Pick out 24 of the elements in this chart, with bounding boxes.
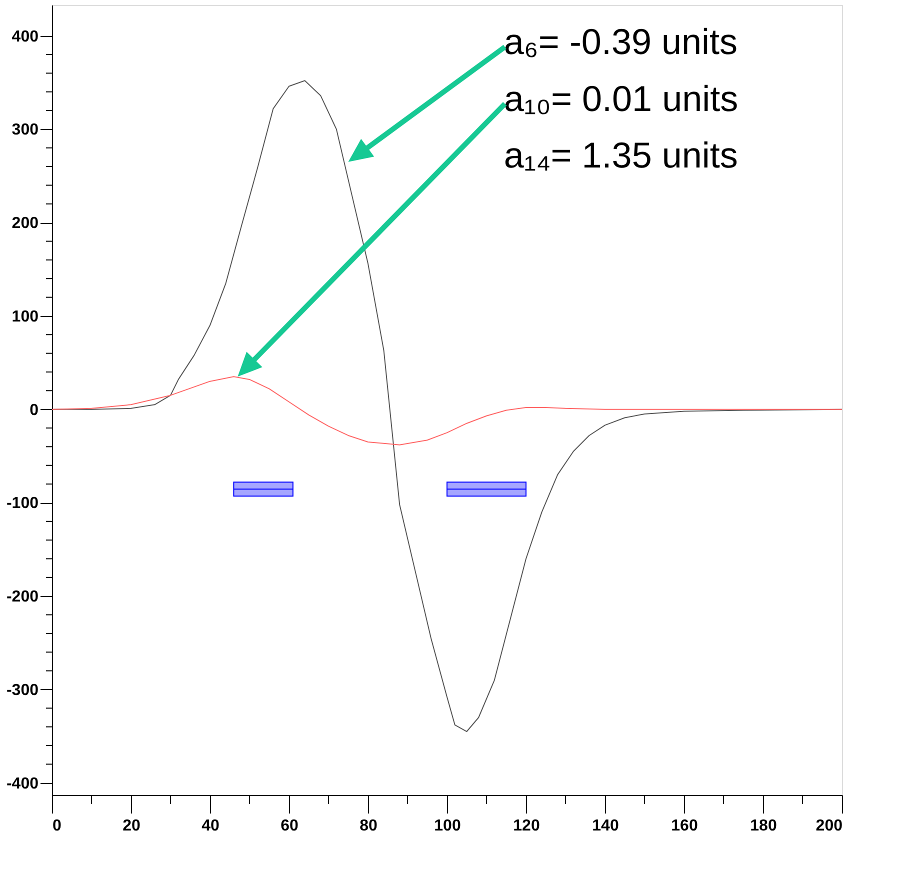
x-tick-label: 200: [816, 818, 843, 834]
x-tick-label: 40: [202, 818, 220, 834]
x-tick-label: 20: [122, 818, 140, 834]
annotation: a₁₄= 1.35 units: [504, 134, 738, 176]
y-tick-label: 100: [12, 308, 39, 326]
line-series: [52, 376, 842, 446]
y-tick-label: -400: [6, 775, 39, 792]
x-tick-label: 160: [671, 818, 698, 834]
y-tick-label: 400: [12, 28, 39, 46]
annotation: a₁₀= 0.01 units: [504, 78, 738, 119]
x-tick-label: 60: [280, 818, 298, 834]
y-tick-label: -200: [6, 588, 39, 606]
y-tick-label: -300: [6, 682, 39, 699]
y-tick-label: 0: [30, 402, 39, 419]
x-tick-label: 120: [513, 818, 540, 834]
y-tick-label: 200: [12, 215, 39, 232]
x-tick-label: 100: [434, 818, 461, 834]
y-tick-label: 300: [12, 122, 39, 139]
x-tick-label: 0: [52, 818, 62, 834]
annotation: a₆= -0.39 units: [504, 20, 738, 62]
x-tick-label: 140: [592, 818, 619, 834]
x-tick-label: 80: [360, 818, 378, 834]
y-tick-label: -100: [6, 495, 39, 512]
x-tick-label: 180: [750, 818, 777, 834]
